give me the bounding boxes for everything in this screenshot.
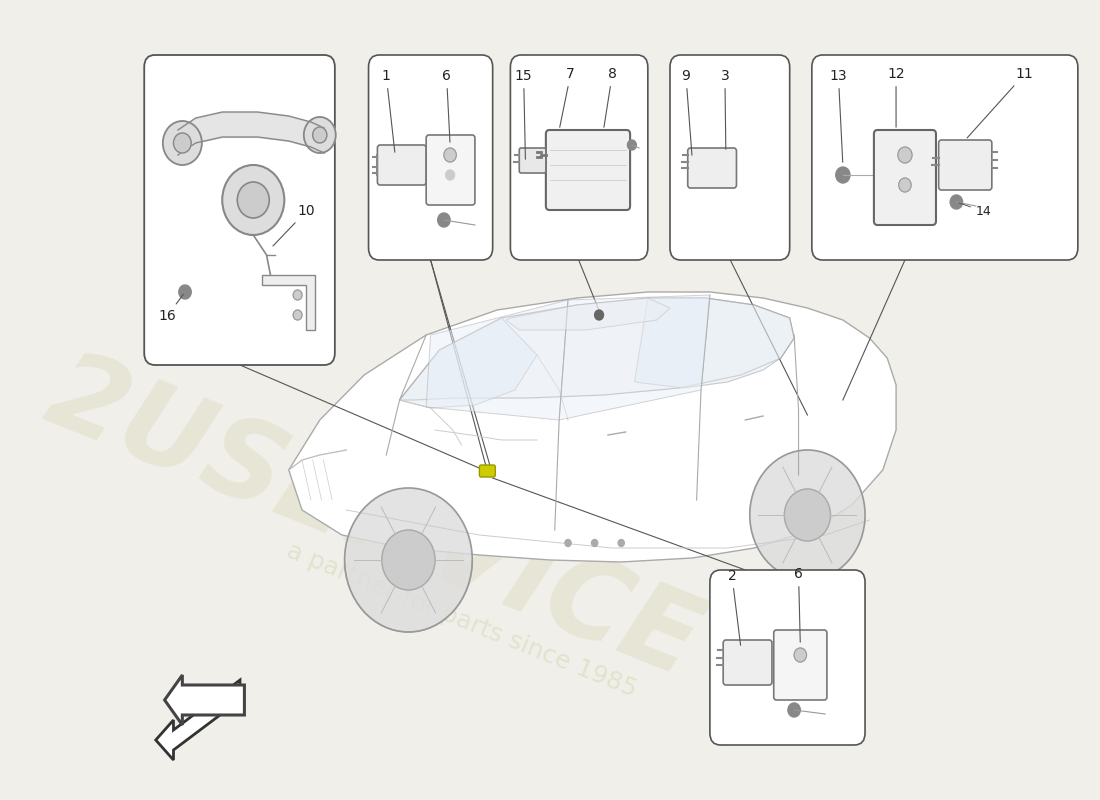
- Polygon shape: [635, 298, 794, 388]
- Text: 8: 8: [604, 67, 617, 127]
- Polygon shape: [426, 300, 568, 420]
- FancyBboxPatch shape: [873, 130, 936, 225]
- Circle shape: [899, 178, 911, 192]
- Text: 1: 1: [382, 69, 395, 152]
- FancyBboxPatch shape: [938, 140, 992, 190]
- Circle shape: [304, 117, 336, 153]
- Text: 3: 3: [720, 69, 729, 150]
- Text: 13: 13: [829, 69, 847, 162]
- Text: 9: 9: [682, 69, 692, 155]
- Text: 2: 2: [727, 569, 740, 646]
- Circle shape: [438, 213, 450, 227]
- Polygon shape: [288, 292, 896, 562]
- Circle shape: [592, 539, 597, 546]
- FancyBboxPatch shape: [377, 145, 426, 185]
- Polygon shape: [399, 298, 794, 400]
- Text: 16: 16: [158, 294, 184, 323]
- FancyBboxPatch shape: [368, 55, 493, 260]
- FancyBboxPatch shape: [710, 570, 865, 745]
- FancyBboxPatch shape: [546, 130, 630, 210]
- Circle shape: [784, 489, 830, 541]
- Circle shape: [294, 290, 302, 300]
- FancyBboxPatch shape: [688, 148, 737, 188]
- FancyBboxPatch shape: [426, 135, 475, 205]
- Circle shape: [222, 165, 284, 235]
- Polygon shape: [165, 675, 244, 725]
- FancyBboxPatch shape: [812, 55, 1078, 260]
- Circle shape: [788, 703, 801, 717]
- Circle shape: [179, 285, 191, 299]
- Circle shape: [836, 167, 850, 183]
- Text: 10: 10: [273, 204, 316, 246]
- Circle shape: [595, 310, 604, 320]
- Polygon shape: [506, 298, 670, 330]
- FancyBboxPatch shape: [773, 630, 827, 700]
- Circle shape: [950, 195, 962, 209]
- Text: 14: 14: [959, 203, 991, 218]
- Text: 11: 11: [967, 67, 1034, 138]
- Circle shape: [627, 140, 636, 150]
- Text: 7: 7: [560, 67, 575, 127]
- Circle shape: [163, 121, 202, 165]
- Circle shape: [618, 539, 625, 546]
- Polygon shape: [399, 318, 537, 408]
- Circle shape: [238, 182, 270, 218]
- Text: 2USERVICE: 2USERVICE: [31, 341, 715, 699]
- Polygon shape: [156, 680, 240, 760]
- Polygon shape: [559, 295, 710, 420]
- Text: 6: 6: [442, 69, 451, 142]
- Text: 15: 15: [515, 69, 532, 159]
- FancyBboxPatch shape: [510, 55, 648, 260]
- Circle shape: [294, 310, 302, 320]
- FancyBboxPatch shape: [480, 465, 495, 477]
- Circle shape: [344, 488, 472, 632]
- FancyBboxPatch shape: [670, 55, 790, 260]
- Text: 6: 6: [794, 567, 803, 642]
- Circle shape: [565, 539, 571, 546]
- Circle shape: [898, 147, 912, 163]
- Circle shape: [444, 148, 456, 162]
- FancyBboxPatch shape: [519, 148, 546, 173]
- Circle shape: [446, 170, 454, 180]
- FancyBboxPatch shape: [144, 55, 334, 365]
- Circle shape: [382, 530, 435, 590]
- Circle shape: [750, 450, 865, 580]
- Text: 12: 12: [888, 67, 905, 127]
- Circle shape: [312, 127, 327, 143]
- FancyBboxPatch shape: [723, 640, 772, 685]
- Polygon shape: [262, 275, 316, 330]
- Circle shape: [794, 648, 806, 662]
- Circle shape: [174, 133, 191, 153]
- Text: a partner for parts since 1985: a partner for parts since 1985: [283, 538, 640, 702]
